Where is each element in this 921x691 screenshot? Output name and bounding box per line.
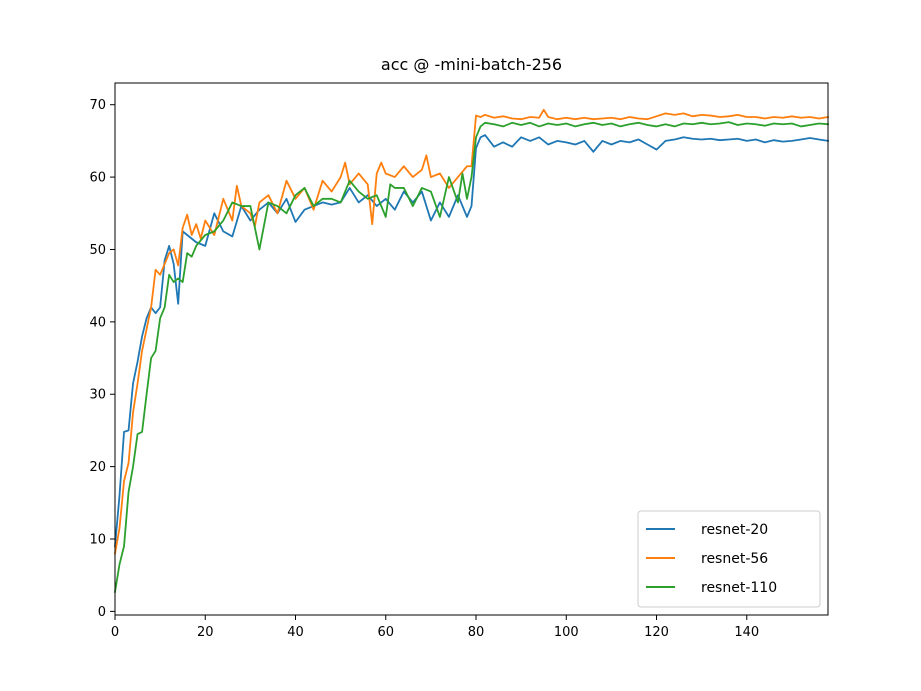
x-tick-label: 120 — [644, 625, 669, 640]
x-tick-label: 40 — [287, 625, 304, 640]
y-tick-label: 10 — [89, 533, 106, 548]
plot-frame — [114, 82, 829, 616]
legend-label-resnet-56: resnet-56 — [701, 551, 768, 567]
y-tick-label: 70 — [89, 98, 106, 113]
y-tick-label: 0 — [98, 605, 106, 620]
legend-label-resnet-20: resnet-20 — [701, 522, 768, 538]
y-tick-label: 20 — [89, 460, 106, 475]
x-tick-label: 0 — [111, 625, 119, 640]
series-line-resnet-110 — [113, 121, 829, 593]
x-axis: 0 20 40 60 80 100 120 140 — [111, 615, 759, 640]
x-tick-label: 20 — [197, 625, 214, 640]
x-tick-label: 100 — [554, 625, 579, 640]
plot-lines — [113, 108, 830, 593]
legend-box — [637, 510, 821, 608]
x-tick-label: 60 — [377, 625, 394, 640]
series-line-resnet-20 — [114, 134, 830, 548]
series-line-resnet-56 — [113, 108, 830, 555]
y-tick-label: 60 — [89, 171, 106, 186]
legend-label-resnet-110: resnet-110 — [701, 580, 777, 596]
x-tick-label: 140 — [734, 625, 759, 640]
x-tick-label: 80 — [468, 625, 485, 640]
y-tick-label: 50 — [89, 243, 106, 258]
y-tick-label: 30 — [89, 388, 106, 403]
legend: resnet-20 resnet-56 resnet-110 — [637, 510, 821, 608]
y-axis: 0 10 20 30 40 50 60 70 — [89, 98, 115, 620]
y-tick-label: 40 — [89, 315, 106, 330]
chart-title: acc @ -mini-batch-256 — [381, 55, 562, 74]
